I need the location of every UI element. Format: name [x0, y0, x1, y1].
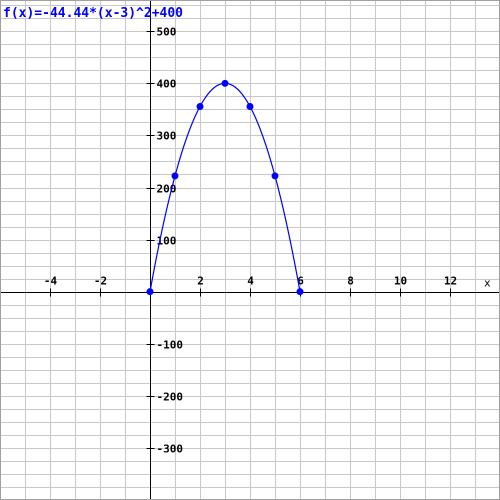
x-axis-label: x	[484, 277, 491, 290]
y-tick-label: 500	[157, 26, 177, 39]
y-tick-label: -300	[157, 443, 184, 456]
data-point	[221, 79, 229, 87]
data-points	[146, 79, 304, 296]
chart-title: f(x)=-44.44*(x-3)^2+400	[3, 6, 183, 21]
x-tick-label: 8	[347, 275, 354, 288]
y-tick-label: -200	[157, 391, 184, 404]
x-tick-label: 6	[297, 275, 304, 288]
y-tick-label: 400	[157, 78, 177, 91]
data-point	[296, 288, 304, 296]
x-tick-label: 2	[197, 275, 204, 288]
data-point	[196, 102, 204, 110]
x-tick-label: 10	[394, 275, 407, 288]
data-point	[246, 102, 254, 110]
data-point	[146, 288, 154, 296]
data-point	[271, 172, 279, 180]
y-tick-label: 100	[157, 235, 177, 248]
ticks: -4 -2 2 4 6 8 10 12 500 400 300 200 100 -100 -200 -300	[44, 26, 457, 456]
y-tick-label: 300	[157, 130, 177, 143]
data-point	[171, 172, 179, 180]
x-tick-label: -2	[94, 275, 107, 288]
y-tick-label: 200	[157, 183, 177, 196]
x-tick-label: -4	[44, 275, 58, 288]
x-tick-label: 4	[247, 275, 254, 288]
y-tick-label: -100	[157, 339, 184, 352]
x-tick-label: 12	[444, 275, 457, 288]
